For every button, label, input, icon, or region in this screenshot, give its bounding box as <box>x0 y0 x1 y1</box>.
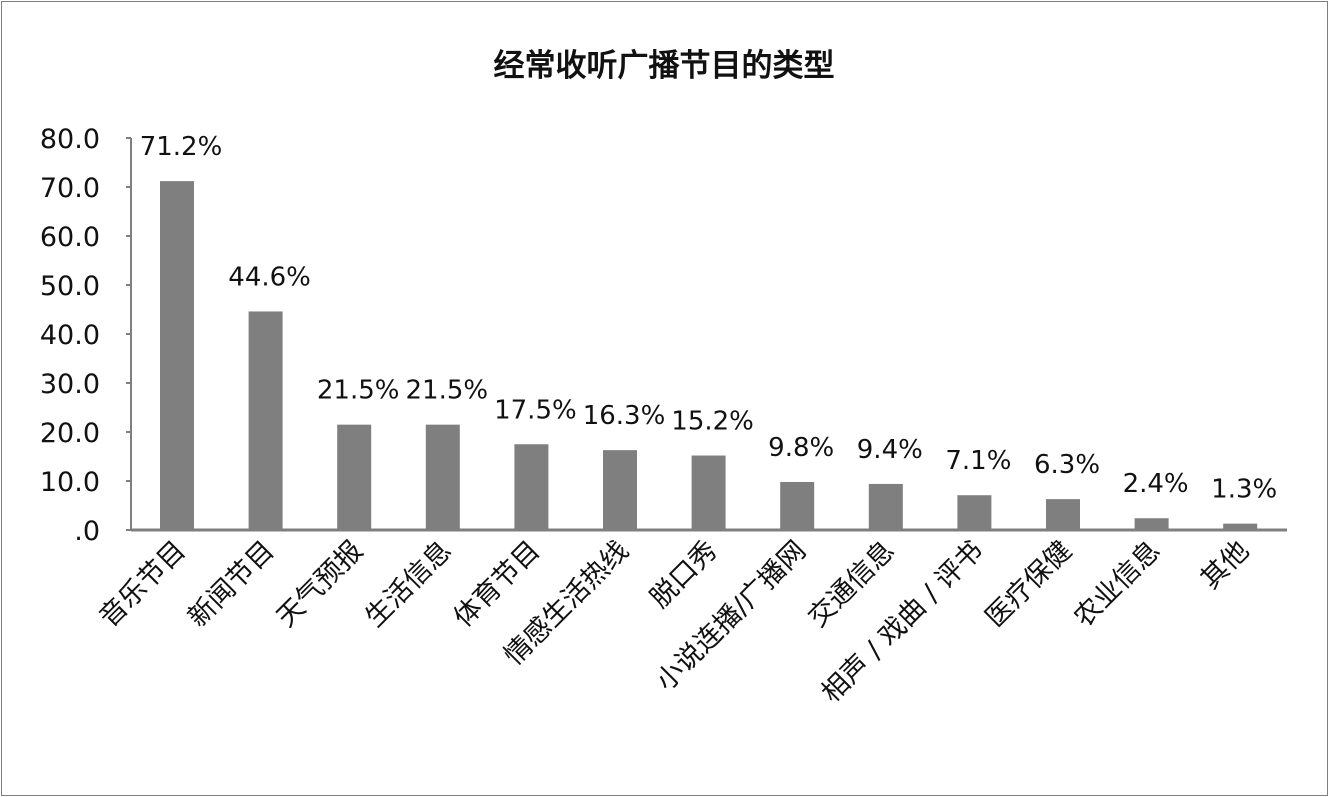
bar <box>868 483 903 530</box>
data-label: 1.3% <box>1211 475 1277 505</box>
bar <box>160 181 194 530</box>
data-label: 2.4% <box>1123 469 1189 499</box>
y-tick-label: 70.0 <box>40 173 100 204</box>
bar <box>691 455 726 530</box>
y-tick-label: 20.0 <box>40 418 100 449</box>
data-label: 16.3% <box>583 401 666 431</box>
y-tick-label: .0 <box>74 516 100 547</box>
bar <box>248 311 283 530</box>
bar <box>337 424 372 530</box>
data-label: 7.1% <box>945 446 1011 476</box>
y-tick-label: 40.0 <box>40 320 100 351</box>
data-label: 44.6% <box>228 262 311 292</box>
y-tick-label: 60.0 <box>40 222 100 253</box>
data-label: 9.8% <box>768 433 834 463</box>
y-axis: .0 10.0 20.0 30.0 40.0 50.0 60.0 70.0 80.0 <box>40 124 132 547</box>
bar <box>514 444 549 530</box>
category-label: 脱口秀 <box>644 535 723 614</box>
bars <box>160 181 1258 530</box>
chart-title: 经常收听广播节目的类型 <box>494 48 835 84</box>
category-label: 农业信息 <box>1068 535 1166 633</box>
category-label: 小说连播/广播网 <box>650 535 812 697</box>
bar <box>603 450 637 530</box>
category-label: 音乐节目 <box>94 535 192 633</box>
data-label: 71.2% <box>140 132 223 162</box>
data-label: 21.5% <box>405 376 488 406</box>
category-label: 相声 / 戏曲 / 评书 <box>816 535 990 709</box>
bar <box>1134 518 1169 530</box>
bar <box>957 495 992 530</box>
y-tick-label: 30.0 <box>40 369 100 400</box>
category-label: 医疗保健 <box>980 535 1078 633</box>
y-tick-label: 10.0 <box>40 467 100 498</box>
category-label: 新闻节目 <box>182 535 280 633</box>
bar <box>780 481 815 530</box>
data-label: 17.5% <box>494 395 577 425</box>
bar <box>425 424 460 530</box>
category-label: 天气预报 <box>271 535 369 633</box>
data-label: 15.2% <box>671 407 754 437</box>
bar <box>1046 499 1080 530</box>
bar <box>1223 523 1258 530</box>
category-label: 生活信息 <box>359 535 457 633</box>
data-labels: 71.2%44.6%21.5% 21.5%17.5% 16.3% 15.2%9.8% 9… <box>140 132 1278 505</box>
y-tick-label: 80.0 <box>40 124 100 155</box>
data-label: 9.4% <box>857 435 923 465</box>
data-label: 6.3% <box>1034 450 1100 480</box>
y-tick-label: 50.0 <box>40 271 100 302</box>
data-label: 21.5% <box>317 376 400 406</box>
category-label: 其他 <box>1195 535 1255 595</box>
